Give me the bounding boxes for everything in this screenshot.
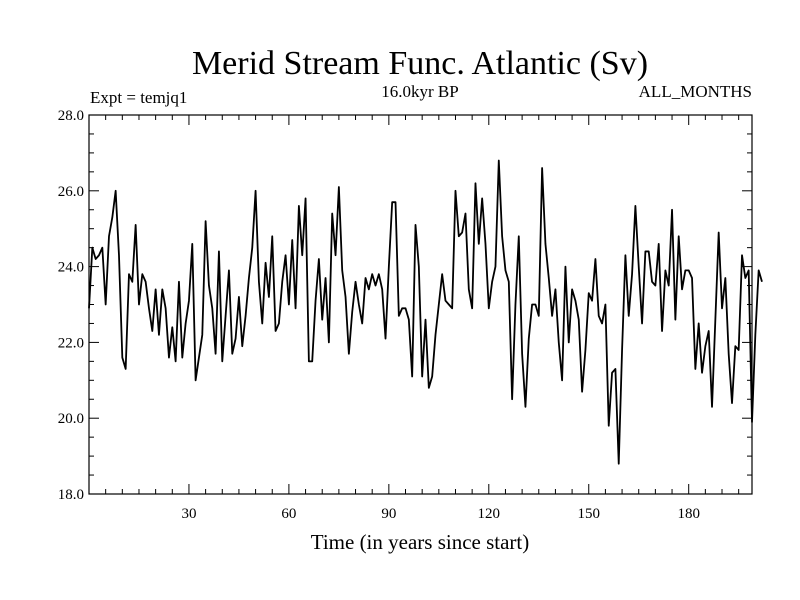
x-axis-label: Time (in years since start): [311, 530, 530, 554]
y-tick-label: 28.0: [58, 108, 84, 124]
x-tick-label: 60: [281, 506, 296, 522]
x-tick-label: 180: [677, 506, 700, 522]
y-tick-label: 26.0: [58, 184, 84, 200]
x-tick-label: 120: [478, 506, 501, 522]
y-tick-label: 20.0: [58, 411, 84, 427]
period-label: 16.0kyr BP: [381, 82, 458, 101]
months-label: ALL_MONTHS: [639, 82, 752, 101]
chart-title: Merid Stream Func. Atlantic (Sv): [192, 45, 648, 82]
y-tick-label: 18.0: [58, 487, 84, 503]
y-tick-label: 24.0: [58, 260, 84, 276]
data-series: [88, 159, 763, 465]
y-tick-label: 22.0: [58, 335, 84, 351]
x-tick-label: 30: [181, 506, 196, 522]
axis-ticks: 18.0 20.0 22.0 24.0 26.0 28.0 30 60 90 120 150 180: [58, 108, 752, 522]
x-tick-label: 150: [577, 506, 600, 522]
experiment-label: Expt = temjq1: [90, 88, 187, 107]
x-tick-label: 90: [381, 506, 396, 522]
series-line: [88, 159, 763, 465]
